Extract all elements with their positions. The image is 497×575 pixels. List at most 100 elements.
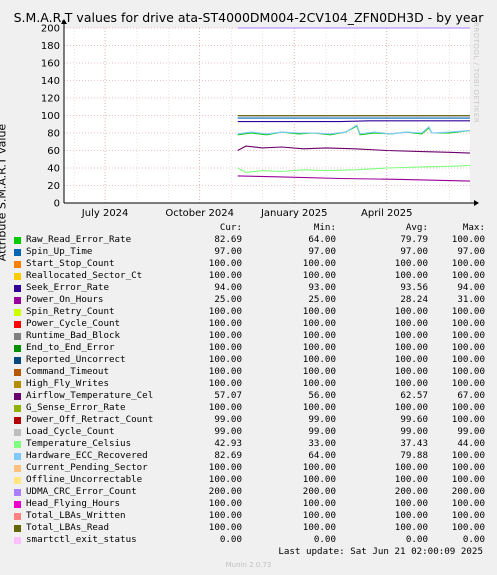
x-axis-arrow	[474, 200, 479, 206]
y-tick-label: 100	[41, 111, 60, 122]
legend-max-value: 67.00	[457, 390, 485, 401]
legend-max-value: 100.00	[451, 378, 485, 389]
legend-min-value: 100.00	[302, 258, 336, 269]
legend-name: Power_Cycle_Count	[26, 318, 121, 329]
legend-avg-value: 99.60	[400, 414, 428, 425]
legend-swatch	[14, 237, 21, 244]
legend-row: Total_LBAs_Written 100.00 100.00 100.00 100.…	[14, 510, 485, 522]
legend-min-value: 100.00	[302, 402, 336, 413]
legend-row: Temperature_Celsius 42.93 33.00 37.43 44.00	[14, 438, 485, 450]
legend-max-value: 100.00	[451, 354, 485, 365]
legend-max-value: 100.00	[451, 270, 485, 281]
legend-swatch	[14, 405, 21, 412]
series-line	[237, 120, 470, 123]
legend-name: Offline_Uncorrectable	[26, 474, 143, 485]
legend-cur-value: 100.00	[208, 258, 242, 269]
legend-avg-value: 100.00	[394, 522, 428, 533]
legend-swatch	[14, 297, 21, 304]
x-tick-label: October 2024	[165, 208, 234, 219]
legend-cur-value: 100.00	[208, 318, 242, 329]
legend-min-value: 100.00	[302, 342, 336, 353]
legend-swatch	[14, 477, 21, 484]
x-tick-label: July 2024	[81, 208, 129, 219]
legend-avg-value: 100.00	[394, 510, 428, 521]
y-tick-label: 0	[54, 199, 60, 210]
legend-cur-value: 94.00	[214, 282, 242, 293]
legend-min-value: 99.00	[308, 414, 336, 425]
legend-swatch	[14, 261, 21, 268]
y-tick-label: 200	[41, 24, 60, 35]
legend-avg-value: 100.00	[394, 474, 428, 485]
legend-cur-value: 100.00	[208, 474, 242, 485]
legend-min-value: 64.00	[308, 450, 336, 461]
legend-min-value: 100.00	[302, 378, 336, 389]
legend-min-value: 25.00	[308, 294, 336, 305]
legend-avg-value: 0.00	[405, 534, 428, 545]
legend-swatch	[14, 525, 21, 532]
legend-avg-value: 100.00	[394, 330, 428, 341]
legend-row: Power_Cycle_Count 100.00 100.00 100.00 100.0…	[14, 318, 485, 330]
legend-min-value: 97.00	[308, 246, 336, 257]
legend-swatch	[14, 381, 21, 388]
legend-swatch	[14, 249, 21, 256]
legend-cur-value: 100.00	[208, 270, 242, 281]
legend-cur-value: 42.93	[214, 438, 242, 449]
y-tick-label: 40	[47, 164, 60, 175]
legend-name: Spin_Retry_Count	[26, 306, 115, 317]
legend-max-value: 100.00	[451, 330, 485, 341]
legend-name: UDMA_CRC_Error_Count	[26, 486, 137, 497]
legend-min-value: 93.00	[308, 282, 336, 293]
legend-cur-value: 100.00	[208, 462, 242, 473]
legend-swatch	[14, 369, 21, 376]
x-tick-label: April 2025	[361, 208, 412, 219]
legend-avg-value: 100.00	[394, 366, 428, 377]
y-tick-label: 140	[41, 76, 60, 87]
legend-min-value: 64.00	[308, 234, 336, 245]
legend-row: Power_Off_Retract_Count 99.00 99.00 99.60 10…	[14, 414, 485, 426]
legend-swatch	[14, 345, 21, 352]
legend-max-value: 31.00	[457, 294, 485, 305]
legend-max-value: 100.00	[451, 258, 485, 269]
legend-avg-value: 200.00	[394, 486, 428, 497]
legend-cur-value: 100.00	[208, 522, 242, 533]
legend-name: Total_LBAs_Read	[26, 522, 109, 533]
legend-avg-value: 100.00	[394, 270, 428, 281]
legend-min-value: 100.00	[302, 366, 336, 377]
legend-cur-value: 57.07	[214, 390, 242, 401]
legend-max-value: 100.00	[451, 414, 485, 425]
legend-min-value: 100.00	[302, 318, 336, 329]
legend-name: End_to_End_Error	[26, 342, 115, 353]
legend-name: Current_Pending_Sector	[26, 462, 148, 473]
y-tick-label: 160	[41, 59, 60, 70]
legend-rows: Raw_Read_Error_Rate 82.69 64.00 79.79 100.00…	[14, 234, 485, 546]
series-line	[237, 145, 471, 154]
legend-cur-value: 100.00	[208, 342, 242, 353]
legend-max-value: 100.00	[451, 318, 485, 329]
legend-cur-value: 100.00	[208, 378, 242, 389]
legend-row: Spin_Retry_Count 100.00 100.00 100.00 100.00	[14, 306, 485, 318]
legend-name: smartctl_exit_status	[26, 534, 137, 545]
legend-cur-value: 100.00	[208, 306, 242, 317]
legend-row: End_to_End_Error 100.00 100.00 100.00 100.00	[14, 342, 485, 354]
footer-version: Munin 2.0.73	[225, 561, 272, 569]
legend-min-value: 100.00	[302, 462, 336, 473]
y-tick-label: 80	[47, 129, 60, 140]
legend-min-value: 100.00	[302, 510, 336, 521]
legend-swatch	[14, 285, 21, 292]
y-tick-label: 120	[41, 94, 60, 105]
axes	[61, 19, 479, 206]
legend-max-value: 100.00	[451, 450, 485, 461]
legend-max-value: 0.00	[462, 534, 485, 545]
legend-avg-value: 100.00	[394, 402, 428, 413]
legend-swatch	[14, 273, 21, 280]
legend-cur-value: 99.00	[214, 426, 242, 437]
legend-header-cur: Cur:	[219, 222, 242, 233]
legend-name: Head_Flying_Hours	[26, 498, 121, 509]
legend-cur-value: 100.00	[208, 330, 242, 341]
legend-row: Total_LBAs_Read 100.00 100.00 100.00 100.00	[14, 522, 485, 534]
legend-row: Reported_Uncorrect 100.00 100.00 100.00 100.…	[14, 354, 485, 366]
legend-min-value: 100.00	[302, 330, 336, 341]
y-tick-label: 60	[47, 146, 60, 157]
legend-avg-value: 100.00	[394, 342, 428, 353]
legend-swatch	[14, 489, 21, 496]
